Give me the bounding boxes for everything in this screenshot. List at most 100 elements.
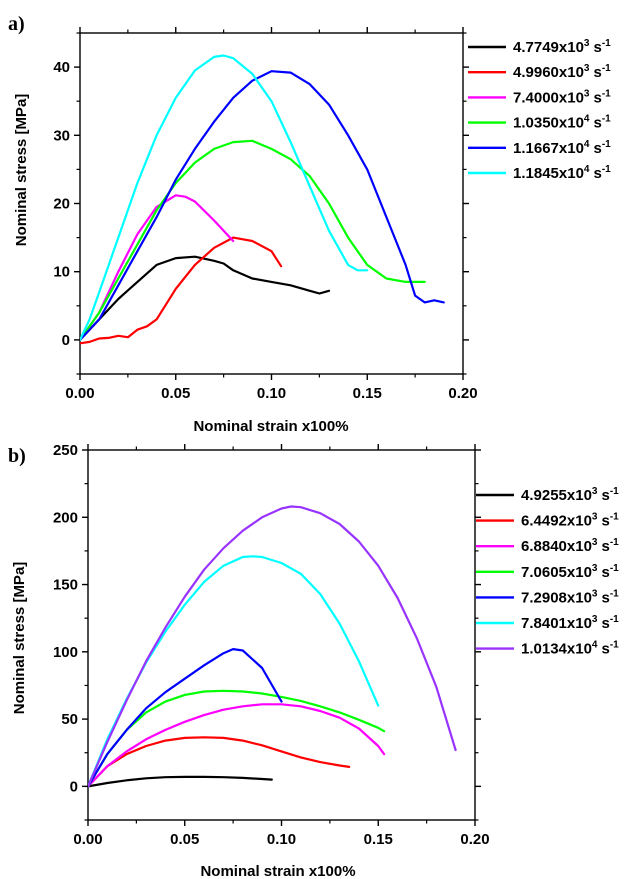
legend-exp: 3	[584, 63, 590, 74]
series-line-1	[88, 775, 273, 788]
x-axis-title: Nominal strain x100%	[193, 418, 348, 435]
x-axis-title: Nominal strain x100%	[200, 863, 355, 879]
y-tick-label: 250	[53, 442, 78, 459]
legend-unit: s	[593, 140, 601, 157]
legend-mantissa: 7.2908x10	[521, 589, 592, 606]
legend-unit: s	[593, 64, 601, 81]
legend-entry: 7.0605x103 s-1	[521, 563, 619, 581]
chart-panel-a: a) 0.00 0.05 0.10 0.15 0.20 0 10 20 30 40 Nominal s…	[8, 13, 611, 435]
y-axis-title: Nominal stress [MPa]	[13, 94, 30, 247]
legend-unit: s	[593, 39, 601, 56]
chart-panel-b: b) 0.00 0.05 0.10 0.15 0.20 0 50 100 150 200 250 Nom…	[8, 442, 619, 879]
legend-exp: 3	[592, 512, 598, 523]
y-tick-label: 0	[62, 332, 70, 349]
legend-mantissa: 4.7749x10	[513, 39, 584, 56]
x-tick-label: 0.10	[267, 831, 296, 848]
legend-unit: s	[601, 641, 609, 658]
legend-unit: s	[601, 538, 609, 555]
legend-unit-exp: -1	[610, 588, 619, 599]
legend-mantissa: 1.1667x10	[513, 140, 584, 157]
y-tick-label: 100	[53, 644, 78, 661]
legend-unit-exp: -1	[602, 164, 611, 175]
legend-unit: s	[601, 487, 609, 504]
legend-entry: 7.2908x103 s-1	[521, 588, 619, 606]
legend-unit: s	[593, 165, 601, 182]
plot-frame	[87, 449, 476, 821]
series-line-5	[88, 647, 283, 788]
legend-unit: s	[601, 589, 609, 606]
y-tick-label: 50	[61, 711, 78, 728]
legend-mantissa: 4.9960x10	[513, 64, 584, 81]
legend-exp: 3	[592, 563, 598, 574]
legend-mantissa: 6.8840x10	[521, 538, 592, 555]
legend: 4.7749x103 s-14.9960x103 s-17.4000x103 s-11…	[468, 38, 611, 182]
legend-mantissa: 7.8401x10	[521, 615, 592, 632]
y-tick-label: 40	[53, 59, 70, 76]
legend-mantissa: 7.0605x10	[521, 564, 592, 581]
legend-unit-exp: -1	[610, 614, 619, 625]
legend-mantissa: 1.1845x10	[513, 165, 584, 182]
legend-exp: 4	[584, 139, 590, 150]
series-line-3	[88, 703, 386, 788]
legend-unit: s	[601, 513, 609, 530]
y-tick-label: 0	[70, 778, 78, 795]
legend-unit: s	[601, 615, 609, 632]
legend-entry: 1.1845x104 s-1	[513, 164, 611, 182]
legend-entry: 1.0350x104 s-1	[513, 114, 611, 132]
series-line-2	[88, 736, 351, 788]
y-tick-label: 30	[53, 127, 70, 144]
legend-unit-exp: -1	[602, 63, 611, 74]
x-tick-label: 0.00	[73, 831, 102, 848]
legend-unit-exp: -1	[610, 537, 619, 548]
x-tick-label: 0.10	[257, 385, 286, 402]
y-tick-label: 200	[53, 509, 78, 526]
panel-label: b)	[8, 445, 26, 467]
legend: 4.9255x103 s-16.4492x103 s-16.8840x103 s-17…	[476, 486, 619, 658]
legend-mantissa: 4.9255x10	[521, 487, 592, 504]
legend-mantissa: 1.0134x10	[521, 641, 592, 658]
legend-unit-exp: -1	[602, 38, 611, 49]
legend-unit-exp: -1	[602, 139, 611, 150]
y-tick-label: 20	[53, 196, 70, 213]
legend-entry: 6.4492x103 s-1	[521, 512, 619, 530]
legend-mantissa: 6.4492x10	[521, 513, 592, 530]
legend-exp: 3	[592, 614, 598, 625]
x-tick-label: 0.20	[460, 831, 489, 848]
x-tick-label: 0.20	[448, 385, 477, 402]
legend-exp: 4	[584, 164, 590, 175]
legend-entry: 6.8840x103 s-1	[521, 537, 619, 555]
series-line-3	[80, 194, 235, 341]
x-tick-label: 0.05	[170, 831, 199, 848]
y-tick-label: 150	[53, 577, 78, 594]
legend-exp: 3	[592, 588, 598, 599]
legend-unit-exp: -1	[602, 114, 611, 125]
legend-unit-exp: -1	[610, 563, 619, 574]
series-line-2	[80, 236, 283, 345]
legend-entry: 7.4000x103 s-1	[513, 88, 611, 106]
series-line-4	[88, 689, 386, 788]
plot-frame	[79, 32, 464, 375]
legend-unit: s	[593, 89, 601, 106]
legend-entry: 4.9255x103 s-1	[521, 486, 619, 504]
legend-exp: 4	[592, 640, 598, 651]
legend-mantissa: 7.4000x10	[513, 89, 584, 106]
legend-exp: 3	[584, 88, 590, 99]
x-tick-label: 0.15	[353, 385, 382, 402]
legend-unit-exp: -1	[610, 486, 619, 497]
legend-exp: 3	[592, 486, 598, 497]
legend-entry: 4.7749x103 s-1	[513, 38, 611, 56]
legend-unit-exp: -1	[602, 88, 611, 99]
legend-unit: s	[593, 115, 601, 132]
legend-unit-exp: -1	[610, 640, 619, 651]
legend-exp: 4	[584, 114, 590, 125]
series-line-4	[80, 139, 426, 341]
legend-unit: s	[601, 564, 609, 581]
x-tick-label: 0.15	[364, 831, 393, 848]
panel-label: a)	[8, 13, 25, 35]
series-line-5	[80, 70, 445, 341]
y-tick-label: 10	[53, 264, 70, 281]
series-line-6	[80, 54, 369, 341]
legend-exp: 3	[592, 537, 598, 548]
series-line-7	[88, 505, 457, 788]
